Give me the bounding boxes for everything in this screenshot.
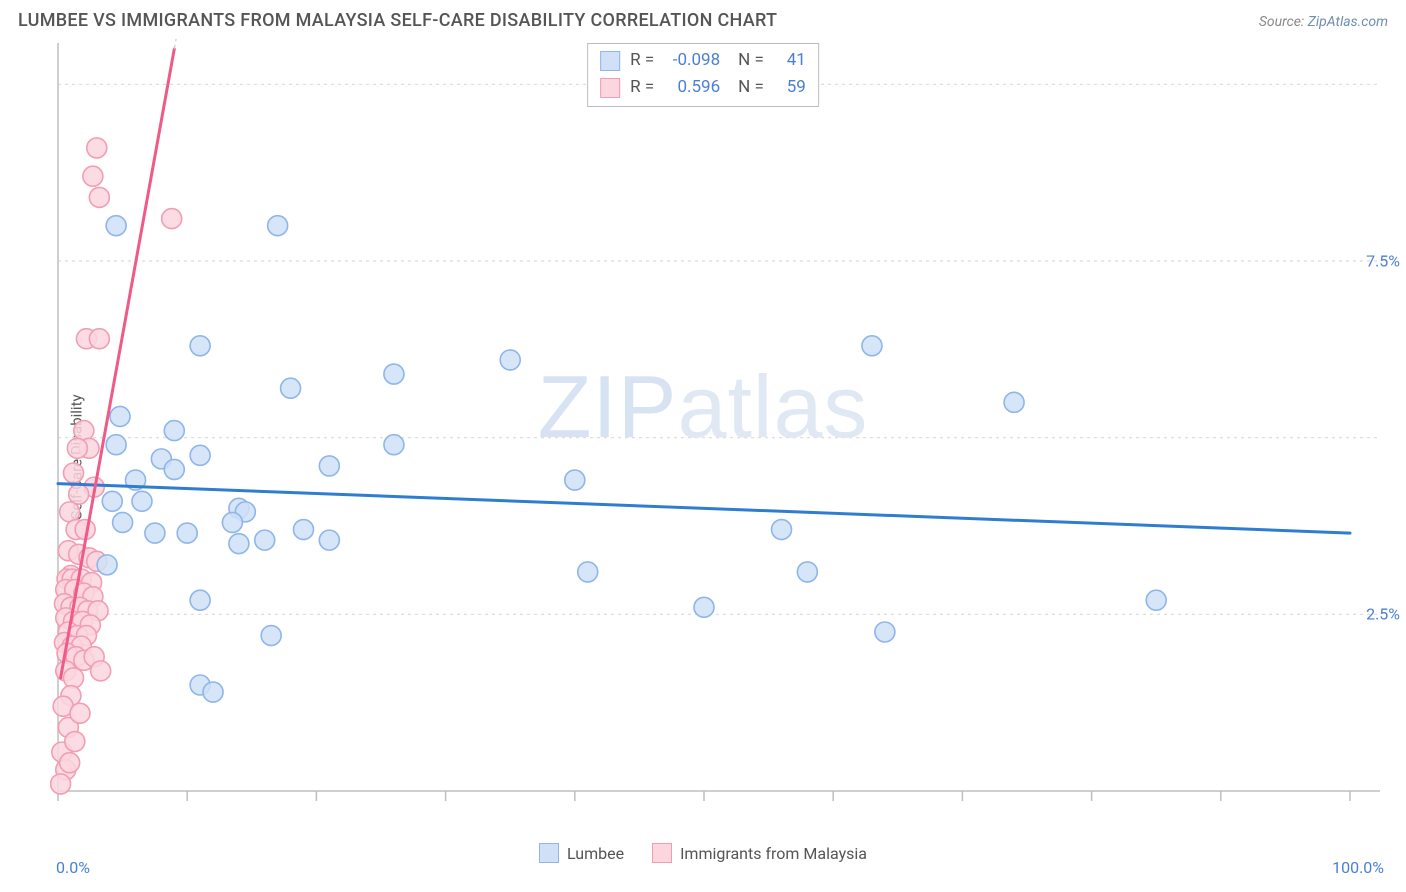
swatch-malaysia bbox=[600, 78, 620, 98]
swatch-lumbee bbox=[600, 51, 620, 71]
r-value-lumbee: -0.098 bbox=[662, 47, 720, 74]
chart-area: Self-Care Disability ZIPatlas R = -0.098… bbox=[0, 39, 1406, 875]
source-link[interactable]: ZipAtlas.com bbox=[1308, 14, 1388, 30]
stats-row-lumbee: R = -0.098 N = 41 bbox=[600, 47, 806, 74]
y-tick-label: 7.5% bbox=[1366, 252, 1400, 271]
stats-legend: R = -0.098 N = 41 R = 0.596 N = 59 bbox=[587, 43, 819, 107]
r-value-malaysia: 0.596 bbox=[662, 74, 720, 101]
x-tick-label: 100.0% bbox=[1332, 858, 1384, 877]
source-credit: Source: ZipAtlas.com bbox=[1259, 14, 1388, 30]
n-label: N = bbox=[738, 74, 764, 101]
bottom-legend: Lumbee Immigrants from Malaysia bbox=[539, 843, 867, 863]
r-label: R = bbox=[630, 74, 654, 101]
n-value-lumbee: 41 bbox=[772, 47, 806, 74]
chart-title: LUMBEE VS IMMIGRANTS FROM MALAYSIA SELF-… bbox=[18, 10, 777, 31]
legend-item-malaysia: Immigrants from Malaysia bbox=[652, 843, 867, 863]
swatch-malaysia-bottom bbox=[652, 843, 672, 863]
legend-label-malaysia: Immigrants from Malaysia bbox=[680, 844, 867, 863]
n-label: N = bbox=[738, 47, 764, 74]
y-tick-label: 2.5% bbox=[1366, 605, 1400, 624]
r-label: R = bbox=[630, 47, 654, 74]
legend-item-lumbee: Lumbee bbox=[539, 843, 624, 863]
scatter-chart-svg bbox=[50, 39, 1390, 839]
source-prefix: Source: bbox=[1259, 14, 1308, 30]
swatch-lumbee-bottom bbox=[539, 843, 559, 863]
stats-row-malaysia: R = 0.596 N = 59 bbox=[600, 74, 806, 101]
x-tick-label: 0.0% bbox=[56, 858, 90, 877]
legend-label-lumbee: Lumbee bbox=[567, 844, 624, 863]
n-value-malaysia: 59 bbox=[772, 74, 806, 101]
